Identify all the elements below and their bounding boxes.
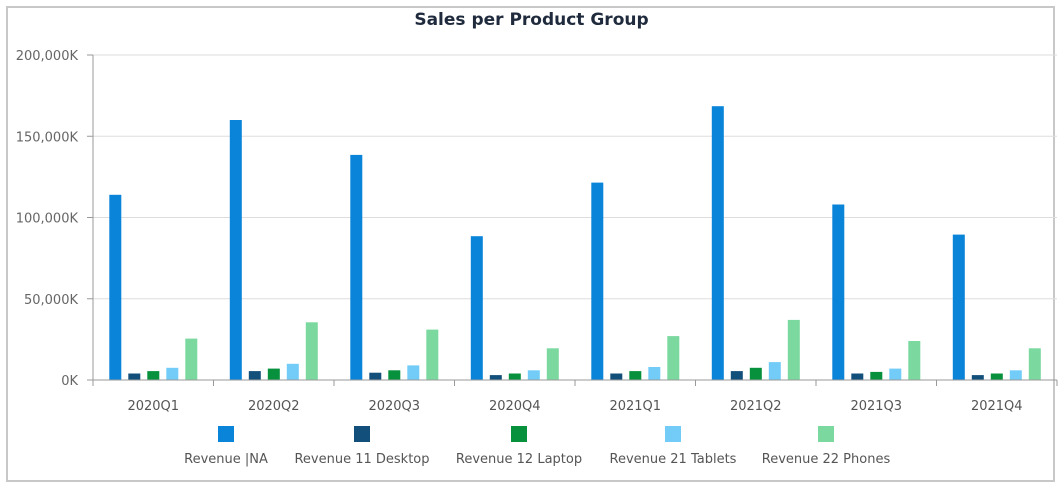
bar-2021Q1-1[interactable]	[610, 373, 623, 381]
bar-2020Q3-4[interactable]	[426, 329, 439, 380]
y-tick-label: 50,000K	[24, 293, 78, 308]
bar-2021Q3-3[interactable]	[889, 368, 902, 380]
y-tick-label: 100,000K	[16, 212, 79, 227]
bar-2020Q3-1[interactable]	[369, 372, 382, 380]
legend-swatch[interactable]	[511, 426, 527, 442]
bar-2021Q3-2[interactable]	[870, 371, 883, 380]
bar-2020Q1-0[interactable]	[109, 194, 122, 380]
x-tick-label: 2021Q4	[971, 399, 1023, 414]
x-tick-label: 2020Q3	[368, 399, 420, 414]
legend-label: Revenue 11 Desktop	[294, 452, 429, 467]
bar-2021Q2-0[interactable]	[711, 106, 724, 380]
y-tick-label: 150,000K	[16, 130, 79, 145]
bar-2020Q3-2[interactable]	[388, 370, 401, 381]
x-tick-label: 2020Q4	[489, 399, 541, 414]
bar-2020Q4-3[interactable]	[527, 370, 540, 381]
bar-2021Q3-0[interactable]	[832, 204, 845, 381]
legend-swatch[interactable]	[354, 426, 370, 442]
bar-2020Q3-0[interactable]	[350, 154, 363, 380]
legend-label: Revenue 22 Phones	[762, 452, 891, 467]
bar-2020Q3-3[interactable]	[407, 365, 420, 380]
bar-2020Q2-4[interactable]	[305, 322, 318, 380]
bar-2020Q1-2[interactable]	[147, 371, 160, 380]
chart-frame	[6, 6, 1055, 482]
bar-2021Q1-3[interactable]	[648, 367, 661, 380]
legend-label: Revenue 12 Laptop	[456, 452, 582, 467]
bar-2021Q2-3[interactable]	[768, 362, 781, 380]
bar-2020Q4-4[interactable]	[546, 348, 559, 380]
bar-2020Q4-1[interactable]	[489, 375, 502, 380]
bar-2020Q1-4[interactable]	[185, 338, 198, 380]
bar-2020Q2-1[interactable]	[248, 371, 261, 380]
bar-2021Q2-2[interactable]	[749, 367, 762, 380]
bar-2021Q1-0[interactable]	[591, 182, 604, 380]
legend-label: Revenue |NA	[184, 452, 268, 467]
bar-2021Q4-0[interactable]	[952, 234, 965, 380]
legend: Revenue |NA Revenue 11 Desktop Revenue 12 …	[184, 426, 890, 467]
bar-2020Q2-3[interactable]	[286, 363, 299, 381]
bar-2020Q2-2[interactable]	[267, 368, 280, 380]
y-tick-label: 200,000K	[16, 49, 79, 64]
x-axis: 2020Q1 2020Q2 2020Q3 2020Q4 2021Q1 2021Q2 2021…	[92, 379, 1058, 414]
grid-lines	[93, 54, 1057, 300]
y-axis: 0K 50,000K 100,000K 150,000K 200,000K	[16, 49, 94, 389]
bar-2021Q4-1[interactable]	[971, 375, 984, 380]
chart-title: Sales per Product Group	[414, 10, 649, 30]
bar-2021Q2-1[interactable]	[730, 371, 743, 380]
bar-2020Q4-0[interactable]	[470, 236, 483, 380]
bar-2021Q1-4[interactable]	[667, 336, 680, 380]
x-tick-label: 2021Q3	[850, 399, 902, 414]
bar-2020Q2-0[interactable]	[229, 120, 242, 380]
bar-2021Q3-4[interactable]	[908, 341, 921, 380]
y-tick-label: 0K	[61, 374, 78, 389]
bar-2020Q1-1[interactable]	[128, 373, 141, 381]
bar-2021Q4-3[interactable]	[1009, 370, 1022, 381]
legend-swatch[interactable]	[665, 426, 681, 442]
bar-2020Q1-3[interactable]	[166, 367, 179, 380]
x-tick-label: 2020Q1	[127, 399, 179, 414]
legend-swatch[interactable]	[218, 426, 234, 442]
bar-2021Q4-2[interactable]	[990, 373, 1003, 381]
bars	[109, 106, 1041, 381]
x-tick-label: 2020Q2	[248, 399, 300, 414]
bar-2021Q2-4[interactable]	[787, 319, 800, 380]
bar-2020Q4-2[interactable]	[508, 373, 521, 381]
x-tick-label: 2021Q2	[730, 399, 782, 414]
legend-swatch[interactable]	[818, 426, 834, 442]
x-tick-label: 2021Q1	[609, 399, 661, 414]
legend-label: Revenue 21 Tablets	[610, 452, 737, 467]
bar-2021Q4-4[interactable]	[1028, 348, 1041, 380]
bar-2021Q1-2[interactable]	[629, 371, 642, 380]
bar-2021Q3-1[interactable]	[851, 373, 864, 381]
